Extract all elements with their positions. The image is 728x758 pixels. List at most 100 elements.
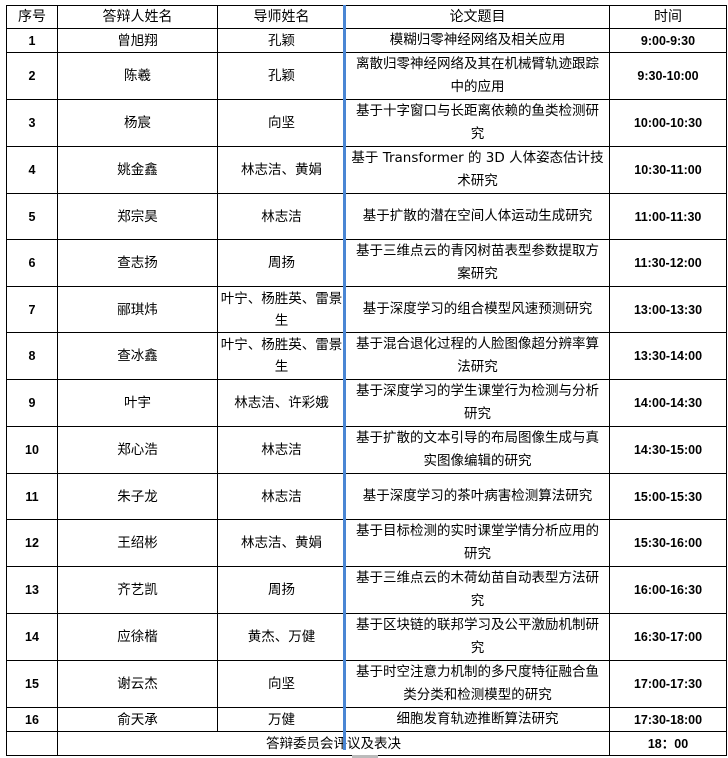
header-student: 答辩人姓名 (57, 5, 218, 29)
header-time: 时间 (609, 5, 727, 29)
advisor-name: 周扬 (217, 239, 346, 287)
advisor-name: 林志洁 (217, 473, 346, 520)
thesis-title: 基于目标检测的实时课堂学情分析应用的研究 (345, 519, 610, 567)
table-row: 13 齐艺凯 周扬 基于三维点云的木荷幼苗自动表型方法研究 16:00-16:30 (6, 566, 727, 614)
thesis-title: 基于混合退化过程的人脸图像超分辨率算法研究 (345, 332, 610, 380)
table-row: 1 曾旭翔 孔颖 模糊归零神经网络及相关应用 9:00-9:30 (6, 28, 727, 53)
horizontal-scrollbar[interactable] (352, 755, 378, 758)
table-row: 12 王绍彬 林志洁、黄娟 基于目标检测的实时课堂学情分析应用的研究 15:30-16:… (6, 519, 727, 567)
table-row: 10 郑心浩 林志洁 基于扩散的文本引导的布局图像生成与真实图像编辑的研究 14:30-… (6, 426, 727, 474)
row-number: 14 (6, 613, 58, 661)
student-name: 查冰鑫 (57, 332, 218, 380)
student-name: 俞天承 (57, 707, 218, 732)
time-slot: 15:30-16:00 (609, 519, 727, 567)
thesis-title: 细胞发育轨迹推断算法研究 (345, 707, 610, 732)
student-name: 杨宸 (57, 99, 218, 147)
advisor-name: 林志洁、黄娟 (217, 146, 346, 194)
table-row: 4 姚金鑫 林志洁、黄娟 基于 Transformer 的 3D 人体姿态估计技术研究… (6, 146, 727, 194)
advisor-name: 向坚 (217, 660, 346, 708)
table-row: 3 杨宸 向坚 基于十字窗口与长距离依赖的鱼类检测研究 10:00-10:30 (6, 99, 727, 147)
student-name: 郑宗昊 (57, 193, 218, 240)
advisor-name: 黄杰、万健 (217, 613, 346, 661)
student-name: 叶宇 (57, 379, 218, 427)
thesis-title: 基于深度学习的茶叶病害检测算法研究 (345, 473, 610, 520)
student-name: 朱子龙 (57, 473, 218, 520)
time-slot: 14:00-14:30 (609, 379, 727, 427)
student-name: 齐艺凯 (57, 566, 218, 614)
row-number: 15 (6, 660, 58, 708)
advisor-name: 周扬 (217, 566, 346, 614)
time-slot: 17:30-18:00 (609, 707, 727, 732)
table-row: 15 谢云杰 向坚 基于时空注意力机制的多尺度特征融合鱼类分类和检测模型的研究 17:0… (6, 660, 727, 708)
thesis-title: 离散归零神经网络及其在机械臂轨迹跟踪中的应用 (345, 52, 610, 100)
thesis-title: 基于时空注意力机制的多尺度特征融合鱼类分类和检测模型的研究 (345, 660, 610, 708)
thesis-title: 基于三维点云的木荷幼苗自动表型方法研究 (345, 566, 610, 614)
footer-label: 答辩委员会评议及表决 (57, 731, 610, 756)
time-slot: 11:30-12:00 (609, 239, 727, 287)
row-number: 7 (6, 286, 58, 333)
time-slot: 17:00-17:30 (609, 660, 727, 708)
time-slot: 9:30-10:00 (609, 52, 727, 100)
row-number: 1 (6, 28, 58, 53)
thesis-title: 模糊归零神经网络及相关应用 (345, 28, 610, 53)
table-row: 5 郑宗昊 林志洁 基于扩散的潜在空间人体运动生成研究 11:00-11:30 (6, 193, 727, 240)
thesis-title: 基于深度学习的学生课堂行为检测与分析研究 (345, 379, 610, 427)
time-slot: 16:00-16:30 (609, 566, 727, 614)
student-name: 姚金鑫 (57, 146, 218, 194)
advisor-name: 向坚 (217, 99, 346, 147)
time-slot: 11:00-11:30 (609, 193, 727, 240)
time-slot: 10:00-10:30 (609, 99, 727, 147)
column-divider-highlight (343, 5, 346, 750)
thesis-title: 基于 Transformer 的 3D 人体姿态估计技术研究 (345, 146, 610, 194)
thesis-title: 基于区块链的联邦学习及公平激励机制研究 (345, 613, 610, 661)
time-slot: 10:30-11:00 (609, 146, 727, 194)
advisor-name: 万健 (217, 707, 346, 732)
advisor-name: 孔颖 (217, 52, 346, 100)
advisor-name: 林志洁 (217, 426, 346, 474)
row-number: 4 (6, 146, 58, 194)
thesis-title: 基于三维点云的青冈树苗表型参数提取方案研究 (345, 239, 610, 287)
time-slot: 13:30-14:00 (609, 332, 727, 380)
table-row: 6 查志扬 周扬 基于三维点云的青冈树苗表型参数提取方案研究 11:30-12:00 (6, 239, 727, 287)
advisor-name: 叶宁、杨胜英、雷景生 (217, 332, 346, 380)
header-no: 序号 (6, 5, 58, 29)
time-slot: 9:00-9:30 (609, 28, 727, 53)
row-number: 2 (6, 52, 58, 100)
student-name: 郑心浩 (57, 426, 218, 474)
footer-row: 答辩委员会评议及表决 18：00 (6, 731, 727, 756)
row-number: 3 (6, 99, 58, 147)
advisor-name: 林志洁、黄娟 (217, 519, 346, 567)
student-name: 应徐楷 (57, 613, 218, 661)
thesis-title: 基于深度学习的组合模型风速预测研究 (345, 286, 610, 333)
student-name: 郦琪炜 (57, 286, 218, 333)
student-name: 王绍彬 (57, 519, 218, 567)
student-name: 陈羲 (57, 52, 218, 100)
table-row: 11 朱子龙 林志洁 基于深度学习的茶叶病害检测算法研究 15:00-15:30 (6, 473, 727, 520)
row-number: 6 (6, 239, 58, 287)
advisor-name: 叶宁、杨胜英、雷景生 (217, 286, 346, 333)
student-name: 谢云杰 (57, 660, 218, 708)
header-advisor: 导师姓名 (217, 5, 346, 29)
row-number: 5 (6, 193, 58, 240)
row-number: 11 (6, 473, 58, 520)
table-row: 7 郦琪炜 叶宁、杨胜英、雷景生 基于深度学习的组合模型风速预测研究 13:00-13:… (6, 286, 727, 333)
row-number: 8 (6, 332, 58, 380)
footer-time: 18：00 (609, 731, 727, 756)
table-row: 14 应徐楷 黄杰、万健 基于区块链的联邦学习及公平激励机制研究 16:30-17:00 (6, 613, 727, 661)
advisor-name: 林志洁 (217, 193, 346, 240)
table-row: 9 叶宇 林志洁、许彩娥 基于深度学习的学生课堂行为检测与分析研究 14:00-14:3… (6, 379, 727, 427)
student-name: 曾旭翔 (57, 28, 218, 53)
row-number: 13 (6, 566, 58, 614)
row-number: 12 (6, 519, 58, 567)
header-row: 序号 答辩人姓名 导师姓名 论文题目 时间 (6, 5, 727, 29)
time-slot: 15:00-15:30 (609, 473, 727, 520)
time-slot: 13:00-13:30 (609, 286, 727, 333)
table-row: 16 俞天承 万健 细胞发育轨迹推断算法研究 17:30-18:00 (6, 707, 727, 732)
advisor-name: 孔颖 (217, 28, 346, 53)
footer-empty (6, 731, 58, 756)
advisor-name: 林志洁、许彩娥 (217, 379, 346, 427)
student-name: 查志扬 (57, 239, 218, 287)
row-number: 10 (6, 426, 58, 474)
thesis-title: 基于扩散的文本引导的布局图像生成与真实图像编辑的研究 (345, 426, 610, 474)
table-row: 2 陈羲 孔颖 离散归零神经网络及其在机械臂轨迹跟踪中的应用 9:30-10:00 (6, 52, 727, 100)
